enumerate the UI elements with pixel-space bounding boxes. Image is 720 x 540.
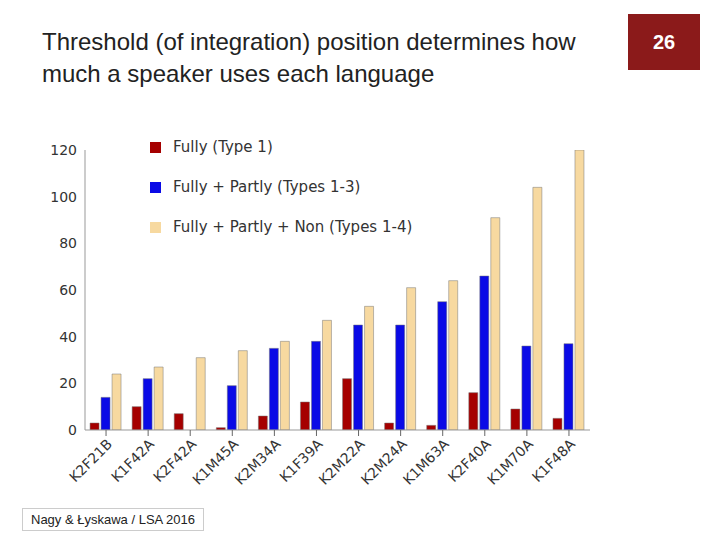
svg-text:120: 120 bbox=[50, 142, 77, 158]
svg-text:K2F21B: K2F21B bbox=[66, 436, 115, 485]
svg-text:20: 20 bbox=[59, 375, 77, 391]
svg-text:100: 100 bbox=[50, 189, 77, 205]
svg-text:80: 80 bbox=[59, 235, 77, 251]
svg-text:0: 0 bbox=[68, 422, 77, 438]
html-text:Fully + Partly + Non (Types 1-: Fully + Partly + Non (Types 1-4) bbox=[173, 218, 413, 236]
svg-text:K1M63A: K1M63A bbox=[400, 436, 452, 488]
html-text:Fully + Partly (Types 1-3): Fully + Partly (Types 1-3) bbox=[173, 178, 361, 196]
html-text:26: 26 bbox=[652, 30, 676, 53]
html-text:Threshold (of integration) pos: Threshold (of integration) position dete… bbox=[42, 28, 576, 87]
svg-text:K1F42A: K1F42A bbox=[108, 436, 157, 485]
html-text:Fully (Type 1): Fully (Type 1) bbox=[173, 138, 273, 156]
svg-text:K2F40A: K2F40A bbox=[444, 435, 494, 485]
svg-text:K1F39A: K1F39A bbox=[276, 435, 326, 485]
svg-text:40: 40 bbox=[59, 329, 77, 345]
svg-text:K1M70A: K1M70A bbox=[484, 436, 536, 488]
svg-text:K2M34A: K2M34A bbox=[232, 436, 284, 488]
svg-text:K1F48A: K1F48A bbox=[529, 436, 578, 485]
svg-text:K2M24A: K2M24A bbox=[357, 435, 410, 488]
svg-text:K2M22A: K2M22A bbox=[315, 435, 368, 488]
svg-text:K1M45A: K1M45A bbox=[189, 435, 242, 488]
html-text:Nagy & Łyskawa / LSA 2016: Nagy & Łyskawa / LSA 2016 bbox=[31, 512, 195, 527]
svg-text:K2F42A: K2F42A bbox=[150, 435, 200, 485]
svg-text:60: 60 bbox=[59, 282, 77, 298]
